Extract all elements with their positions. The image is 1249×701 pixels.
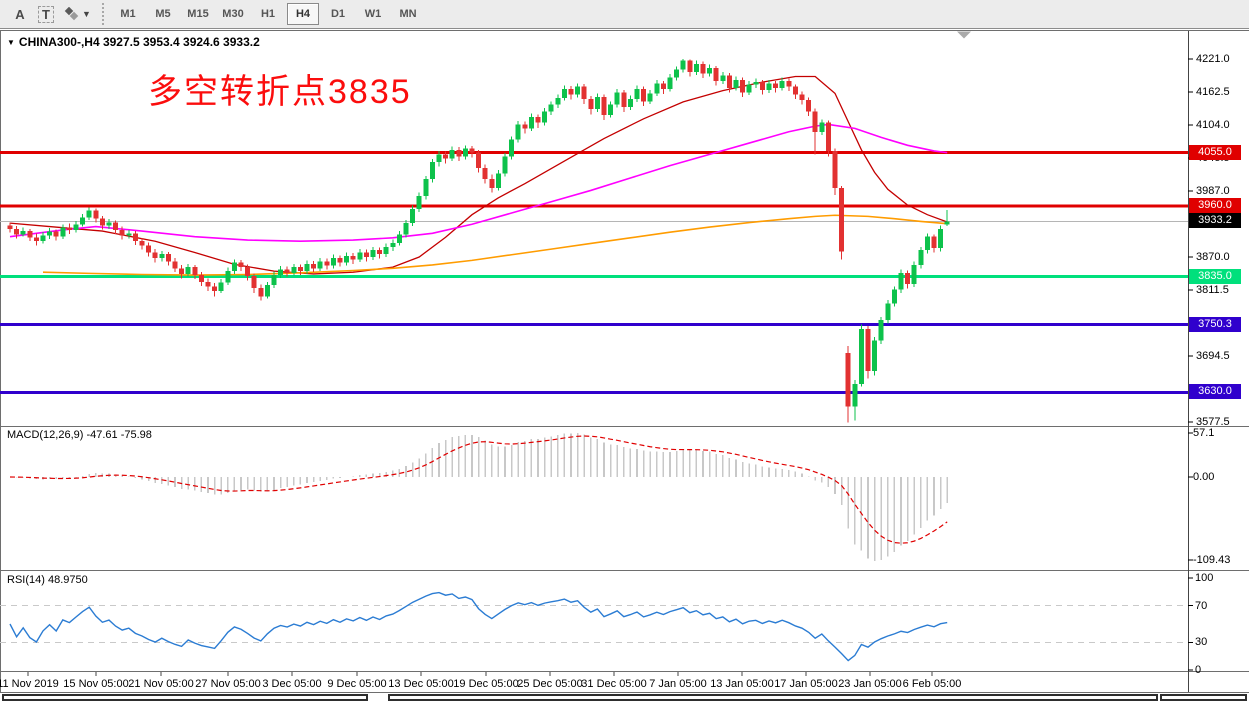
chart-canvas[interactable] [0, 30, 1249, 693]
text-box-tool-button[interactable]: T [34, 3, 58, 25]
macd-signal-line [9, 435, 948, 544]
date-axis-label: 27 Nov 05:00 [195, 678, 261, 690]
date-axis-label: 25 Dec 05:00 [517, 678, 583, 690]
timeframe-button-m5[interactable]: M5 [155, 8, 171, 20]
chart-annotation-text: 多空转折点3835 [148, 73, 412, 111]
candles [7, 59, 950, 423]
date-axis-label: 6 Feb 05:00 [902, 678, 962, 690]
timeframe-group: M1 M5 M15 M30 H1 H4 D1 W1 MN [112, 3, 427, 25]
date-axis-label: 9 Dec 05:00 [327, 678, 387, 690]
timeframe-button-mn[interactable]: MN [399, 8, 417, 20]
date-axis-label: 11 Nov 2019 [0, 678, 59, 690]
date-axis-label: 23 Jan 05:00 [838, 678, 902, 690]
chevron-down-icon: ▼ [82, 9, 91, 19]
date-axis-label: 17 Jan 05:00 [774, 678, 838, 690]
date-axis-label: 21 Nov 05:00 [128, 678, 194, 690]
symbol-ohlc-text: CHINA300-,H4 3927.5 3953.4 3924.6 3933.2 [18, 35, 260, 49]
timeframe-button-w1[interactable]: W1 [364, 8, 382, 20]
date-axis-label: 13 Dec 05:00 [388, 678, 454, 690]
ma-mid-line [9, 123, 948, 243]
rsi-line [9, 591, 948, 662]
date-axis-label: 13 Jan 05:00 [710, 678, 774, 690]
date-axis-label: 31 Dec 05:00 [581, 678, 647, 690]
date-axis-label: 19 Dec 05:00 [453, 678, 519, 690]
timeframe-button-h1[interactable]: H1 [260, 8, 276, 20]
collapse-triangle-icon: ▼ [7, 37, 15, 47]
scrollbar-thumb[interactable] [388, 694, 1158, 701]
date-axis-label: 7 Jan 05:00 [649, 678, 707, 690]
timeframe-button-m30[interactable]: M30 [222, 8, 244, 20]
arrows-tool-button[interactable]: ▼ [60, 3, 94, 25]
text-label-tool-button[interactable]: A [15, 6, 25, 22]
chart-title: ▼ CHINA300-,H4 3927.5 3953.4 3924.6 3933… [7, 35, 260, 49]
date-axis-label: 15 Nov 05:00 [63, 678, 129, 690]
date-axis-label: 3 Dec 05:00 [262, 678, 322, 690]
text-box-icon: T [38, 5, 54, 23]
toolbar: A T ▼ M1 M5 M15 M30 H1 H4 D1 W1 MN [0, 0, 1249, 29]
timeframe-button-h4[interactable]: H4 [287, 3, 319, 25]
scrollbar-segment-right[interactable] [1160, 694, 1247, 701]
scrollbar-segment-left[interactable] [2, 694, 368, 701]
toolbar-separator [102, 3, 104, 25]
timeframe-button-m15[interactable]: M15 [187, 8, 209, 20]
timeframe-button-d1[interactable]: D1 [330, 8, 346, 20]
macd-histogram [15, 433, 949, 562]
timeframe-button-m1[interactable]: M1 [120, 8, 136, 20]
arrows-icon [64, 7, 79, 21]
shift-marker-icon [957, 31, 971, 39]
